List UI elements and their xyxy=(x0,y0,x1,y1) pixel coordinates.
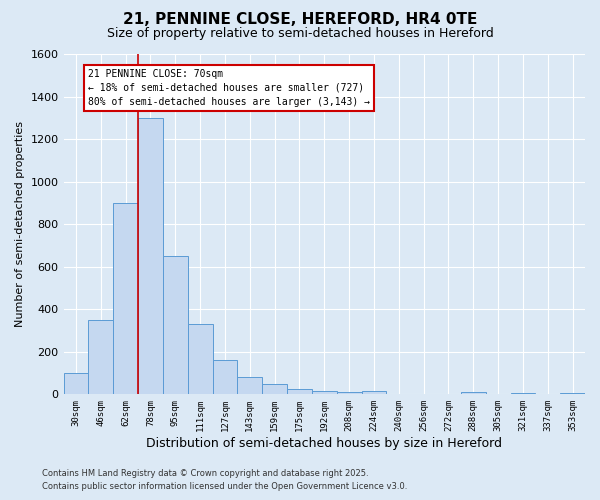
Bar xyxy=(163,256,188,394)
Text: 21 PENNINE CLOSE: 70sqm
← 18% of semi-detached houses are smaller (727)
80% of s: 21 PENNINE CLOSE: 70sqm ← 18% of semi-de… xyxy=(88,69,370,107)
Text: Size of property relative to semi-detached houses in Hereford: Size of property relative to semi-detach… xyxy=(107,28,493,40)
Bar xyxy=(287,389,312,394)
Bar xyxy=(138,118,163,394)
Bar xyxy=(461,392,485,394)
Text: Contains public sector information licensed under the Open Government Licence v3: Contains public sector information licen… xyxy=(42,482,407,491)
Bar xyxy=(212,360,238,394)
Bar xyxy=(188,324,212,394)
X-axis label: Distribution of semi-detached houses by size in Hereford: Distribution of semi-detached houses by … xyxy=(146,437,502,450)
Bar xyxy=(113,203,138,394)
Bar xyxy=(312,391,337,394)
Bar xyxy=(362,391,386,394)
Y-axis label: Number of semi-detached properties: Number of semi-detached properties xyxy=(15,121,25,327)
Bar xyxy=(88,320,113,394)
Bar xyxy=(64,373,88,394)
Bar xyxy=(262,384,287,394)
Text: 21, PENNINE CLOSE, HEREFORD, HR4 0TE: 21, PENNINE CLOSE, HEREFORD, HR4 0TE xyxy=(123,12,477,28)
Bar xyxy=(337,392,362,394)
Bar xyxy=(238,378,262,394)
Text: Contains HM Land Registry data © Crown copyright and database right 2025.: Contains HM Land Registry data © Crown c… xyxy=(42,468,368,477)
